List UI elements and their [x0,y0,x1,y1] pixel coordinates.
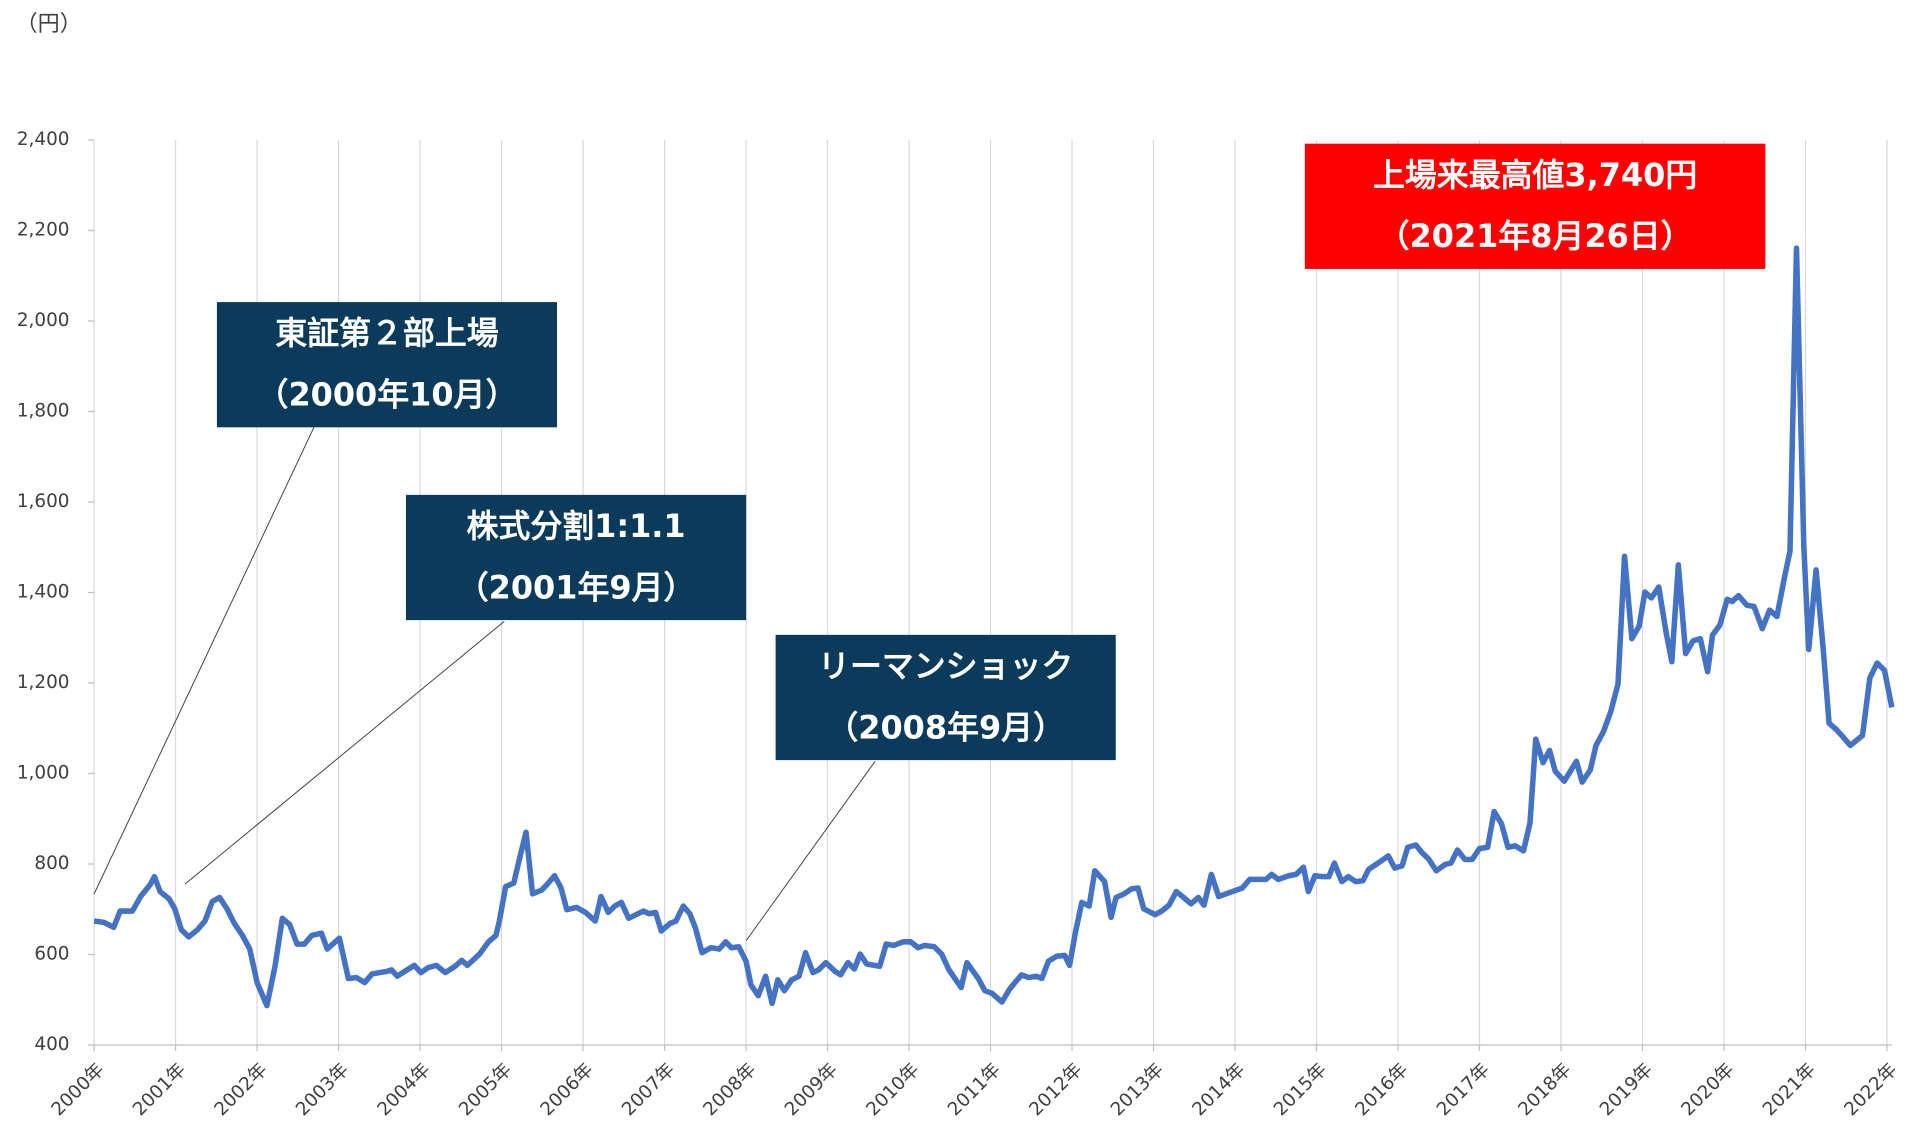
x-tick-label: 2013年 [1107,1059,1168,1120]
x-tick-label: 2016年 [1351,1059,1412,1120]
y-tick-label: 800 [34,853,69,874]
x-tick-label: 2022年 [1840,1059,1901,1120]
x-tick-label: 2011年 [944,1059,1005,1120]
x-tick-label: 2009年 [781,1059,842,1120]
annotation-text: （2008年9月） [826,708,1065,746]
x-tick-label: 2002年 [211,1059,272,1120]
y-tick-label: 2,000 [17,310,70,331]
annotation-text: （2021年8月26日） [1378,217,1693,255]
annotation-text: （2001年9月） [457,568,696,606]
x-tick-label: 2012年 [1025,1059,1086,1120]
y-tick-label: 600 [34,943,69,964]
annotation-box [1304,143,1766,269]
x-tick-label: 2008年 [699,1059,760,1120]
y-tick-label: 2,400 [17,129,70,150]
annotation-text: 東証第２部上場 [275,314,498,352]
y-axis-label: （円） [16,11,82,37]
x-tick-label: 2004年 [374,1059,435,1120]
x-tick-label: 2010年 [862,1059,923,1120]
x-tick-label: 2017年 [1433,1059,1494,1120]
annotation-text: 株式分割1:1.1 [467,507,686,545]
x-tick-label: 2018年 [1514,1059,1575,1120]
x-tick-label: 2006年 [537,1059,598,1120]
y-tick-label: 1,400 [17,581,70,602]
annotation-text: 上場来最高値3,740円 [1373,156,1697,194]
x-tick-label: 2005年 [455,1059,516,1120]
x-tick-label: 2015年 [1270,1059,1331,1120]
annotation-text: （2000年10月） [257,376,518,414]
y-tick-label: 2,200 [17,219,70,240]
y-tick-label: 1,200 [17,672,70,693]
price-line [93,245,1895,1009]
y-tick-label: 1,000 [17,762,70,783]
annotation-box [406,494,747,621]
y-tick-label: 400 [34,1034,69,1055]
x-tick-label: 2003年 [292,1059,353,1120]
x-tick-label: 2019年 [1596,1059,1657,1120]
x-tick-label: 2000年 [48,1059,109,1120]
leader-line [184,620,505,885]
leader-line [93,427,315,895]
x-tick-label: 2020年 [1677,1059,1738,1120]
x-tick-label: 2021年 [1759,1059,1820,1120]
annotation-text: リーマンショック [818,647,1073,685]
y-tick-label: 1,800 [17,400,70,421]
x-tick-label: 2007年 [618,1059,679,1120]
leader-line [745,761,876,941]
x-tick-label: 2001年 [129,1059,190,1120]
annotation-box [775,634,1116,761]
y-tick-label: 1,600 [17,491,70,512]
x-tick-label: 2014年 [1188,1059,1249,1120]
annotation-box [216,302,558,428]
